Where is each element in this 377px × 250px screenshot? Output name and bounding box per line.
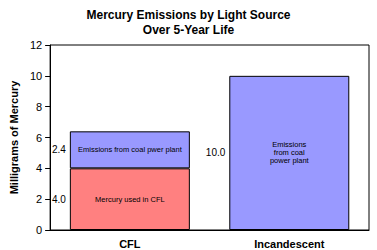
svg-text:Emissions: Emissions xyxy=(272,140,307,150)
svg-text:power plant: power plant xyxy=(270,156,310,165)
svg-text:Mercury used in CFL: Mercury used in CFL xyxy=(95,195,165,204)
svg-text:Milligrams of Mercury: Milligrams of Mercury xyxy=(8,80,20,195)
svg-text:10.0: 10.0 xyxy=(206,147,226,158)
svg-text:2: 2 xyxy=(36,193,42,205)
svg-text:from coal: from coal xyxy=(273,148,305,158)
svg-text:2.4: 2.4 xyxy=(52,144,66,155)
svg-text:12: 12 xyxy=(30,39,42,51)
svg-text:6: 6 xyxy=(36,132,42,144)
svg-text:10: 10 xyxy=(30,70,42,82)
svg-text:4.0: 4.0 xyxy=(52,194,66,205)
svg-text:Emissions from coal pwer plant: Emissions from coal pwer plant xyxy=(78,145,183,154)
svg-text:Incandescent: Incandescent xyxy=(254,238,325,250)
svg-text:4: 4 xyxy=(36,162,42,174)
svg-text:Over 5-Year Life: Over 5-Year Life xyxy=(143,23,235,37)
svg-text:CFL: CFL xyxy=(119,238,141,250)
svg-text:8: 8 xyxy=(36,101,42,113)
svg-text:Mercury Emissions by Light Sou: Mercury Emissions by Light Source xyxy=(86,8,290,22)
svg-text:0: 0 xyxy=(36,224,42,236)
